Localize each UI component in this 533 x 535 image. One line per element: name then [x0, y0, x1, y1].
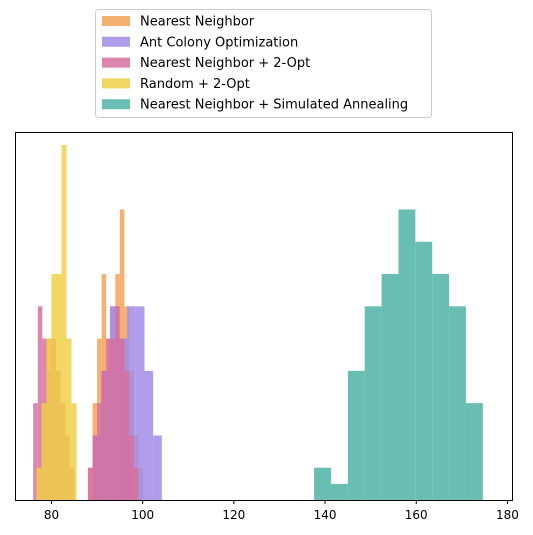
legend-label-nearest-neighbor: Nearest Neighbor: [140, 15, 255, 30]
x-tick-label-160: 160: [405, 508, 428, 522]
x-tick-label-180: 180: [496, 508, 519, 522]
legend-swatch-nearest-neighbor-simulated-annealing: [102, 99, 130, 110]
legend-swatch-nearest-neighbor-2-opt: [102, 57, 130, 68]
bar-nearest-neighbor-2-opt-9: [87, 467, 93, 500]
bar-random-2-opt-2: [46, 338, 52, 500]
bar-nearest-neighbor-2-opt-10: [92, 435, 98, 500]
bar-random-2-opt-6: [66, 338, 72, 500]
bar-nearest-neighbor-simulated-annealing-0: [314, 467, 331, 500]
bar-nearest-neighbor-2-opt-17: [124, 370, 129, 500]
bar-nearest-neighbor-simulated-annealing-8: [449, 306, 466, 500]
bar-random-2-opt-1: [41, 403, 47, 500]
x-tick-label-100: 100: [131, 508, 154, 522]
bar-nearest-neighbor-2-opt-16: [119, 338, 125, 500]
bar-nearest-neighbor-2-opt-14: [110, 338, 116, 500]
bar-nearest-neighbor-2-opt-15: [115, 306, 120, 500]
bar-nearest-neighbor-2-opt-1: [37, 306, 43, 500]
legend: Nearest Neighbor Ant Colony Optimization N…: [95, 9, 432, 118]
bar-nearest-neighbor-simulated-annealing-7: [432, 274, 450, 500]
plot-frame: [15, 132, 513, 501]
legend-label-nearest-neighbor-2-opt: Nearest Neighbor + 2-Opt: [140, 56, 310, 71]
bar-nearest-neighbor-2-opt-12: [101, 370, 107, 500]
bar-ant-colony-optimization-4: [127, 306, 136, 500]
x-tick-label-120: 120: [222, 508, 245, 522]
bar-nearest-neighbor-simulated-annealing-9: [465, 403, 483, 500]
bars-layer: [33, 144, 483, 500]
legend-label-nearest-neighbor-simulated-annealing: Nearest Neighbor + Simulated Annealing: [140, 98, 408, 113]
series-nearest-neighbor-simulated-annealing: [314, 209, 483, 500]
bar-random-2-opt-0: [36, 467, 42, 500]
bar-random-2-opt-4: [56, 274, 62, 500]
bar-nearest-neighbor-simulated-annealing-3: [364, 306, 382, 500]
bar-nearest-neighbor-2-opt-18: [128, 435, 134, 500]
bar-nearest-neighbor-2-opt-19: [133, 467, 139, 500]
bar-nearest-neighbor-simulated-annealing-5: [398, 209, 416, 500]
legend-label-random-2-opt: Random + 2-Opt: [140, 77, 250, 92]
bar-ant-colony-optimization-6: [144, 370, 154, 500]
bar-nearest-neighbor-simulated-annealing-4: [381, 274, 399, 500]
legend-swatch-ant-colony-optimization: [102, 36, 130, 47]
bar-random-2-opt-5: [61, 144, 67, 500]
x-tick-label-80: 80: [44, 508, 59, 522]
bar-nearest-neighbor-2-opt-13: [106, 338, 111, 500]
legend-swatch-nearest-neighbor: [102, 16, 130, 26]
legend-swatch-random-2-opt: [102, 78, 130, 89]
bar-random-2-opt-7: [71, 403, 77, 500]
bar-nearest-neighbor-simulated-annealing-6: [415, 241, 433, 500]
bar-nearest-neighbor-simulated-annealing-2: [347, 370, 365, 500]
bar-ant-colony-optimization-7: [153, 435, 162, 500]
legend-label-ant-colony-optimization: Ant Colony Optimization: [140, 35, 298, 50]
bar-nearest-neighbor-2-opt-11: [97, 403, 102, 500]
bar-random-2-opt-3: [51, 274, 57, 500]
x-axis: 80 100 120 140 160 180: [44, 500, 519, 522]
legend-frame: [95, 9, 432, 118]
x-tick-label-140: 140: [314, 508, 337, 522]
series-random-2-opt: [36, 144, 77, 500]
bar-ant-colony-optimization-5: [135, 306, 145, 500]
bar-nearest-neighbor-2-opt-0: [33, 403, 38, 500]
bar-nearest-neighbor-simulated-annealing-1: [330, 483, 348, 500]
